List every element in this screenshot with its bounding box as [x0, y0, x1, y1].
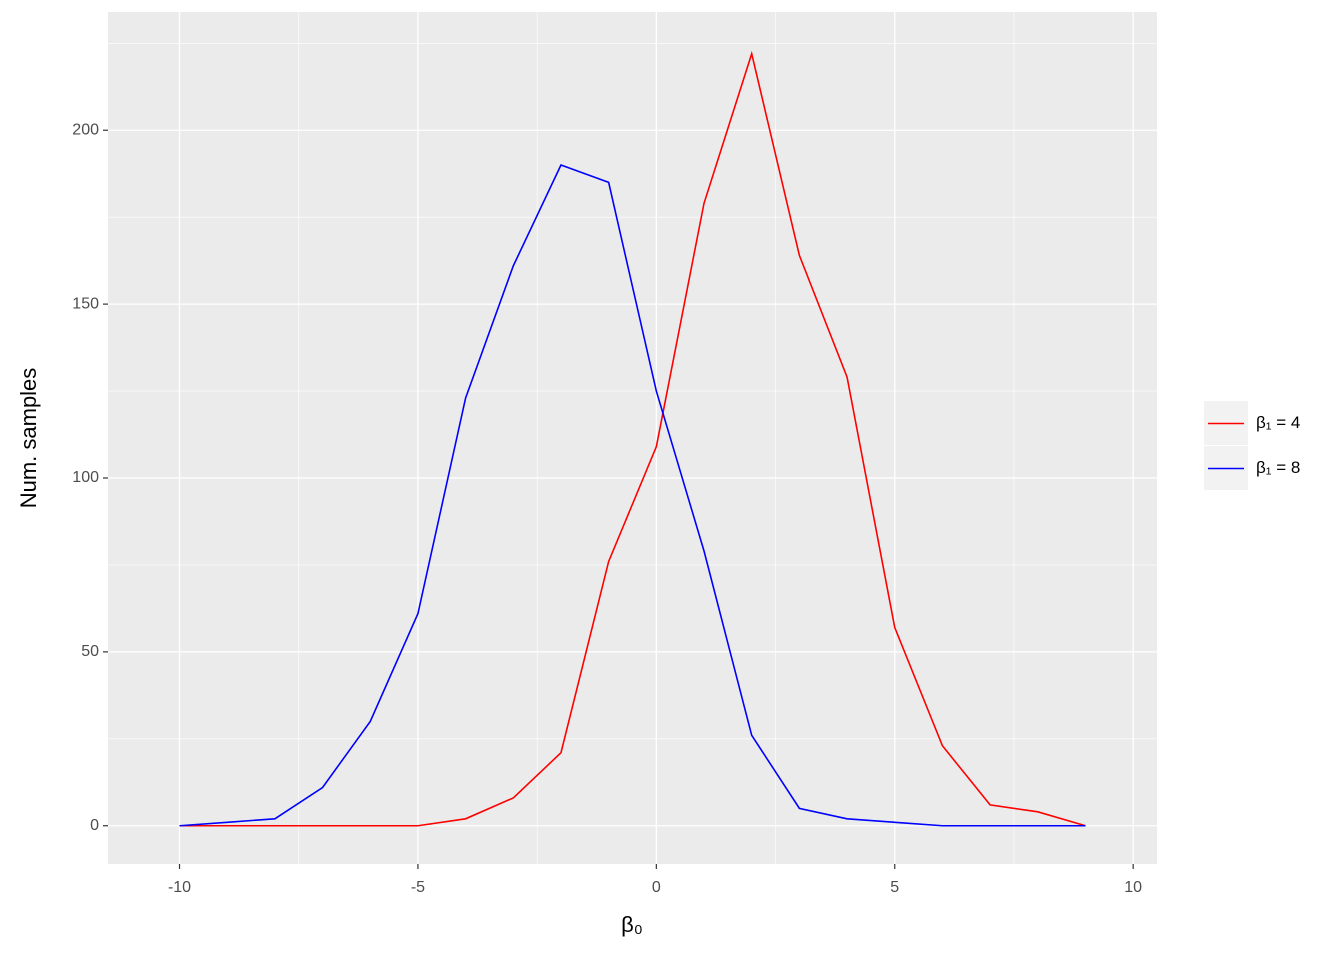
y-axis-title: Num. samples	[16, 368, 41, 509]
x-axis-title: β₀	[621, 912, 643, 937]
line-series	[179, 50, 1086, 827]
x-tick-label: -10	[168, 879, 191, 896]
line-series	[179, 164, 1086, 827]
y-tick-label: 150	[72, 295, 99, 312]
legend-label: β₁ = 8	[1256, 458, 1300, 477]
x-tick-label: 5	[890, 879, 899, 896]
y-tick-label: 200	[72, 121, 99, 138]
grid	[108, 12, 1157, 864]
x-tick-label: 10	[1124, 879, 1142, 896]
marks	[179, 50, 1086, 827]
x-tick-label: 0	[652, 879, 661, 896]
y-tick-label: 0	[90, 817, 99, 834]
y-tick-label: 100	[72, 469, 99, 486]
x-tick-label: -5	[411, 879, 425, 896]
panel	[108, 12, 1157, 864]
y-tick-label: 50	[81, 643, 99, 660]
legend-label: β₁ = 4	[1256, 413, 1300, 432]
